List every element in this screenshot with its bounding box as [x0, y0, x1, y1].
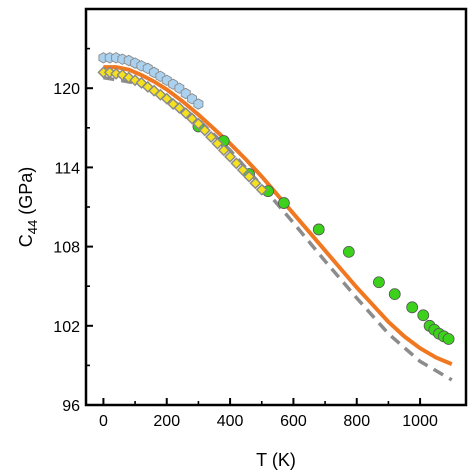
diamond-point [179, 107, 192, 120]
diamond-point [249, 177, 262, 190]
ticks-layer [86, 47, 422, 406]
x-axis-label: T (K) [256, 450, 296, 470]
diamond-point [255, 183, 268, 196]
circle-point [417, 309, 430, 322]
y-axis-label-subscript: 44 [25, 220, 40, 234]
y-tick-label: 120 [53, 81, 80, 98]
diamond-point [211, 137, 224, 150]
x-tick-label: 1000 [402, 413, 438, 430]
circle-point [278, 197, 290, 209]
circle-point [312, 223, 325, 236]
x-tick-label: 0 [99, 413, 108, 430]
circle-point [373, 276, 385, 289]
circle-point [406, 301, 419, 314]
x-tick-label: 400 [217, 413, 244, 430]
y-axis-label-unit: (GPa) [16, 167, 36, 220]
y-tick-label: 108 [53, 240, 80, 257]
diamond-point [236, 164, 249, 176]
tick-labels: 0 200 400 600 800 1000 96 102 108 114 120 [53, 81, 438, 430]
diamond-point [217, 144, 230, 157]
diamond-point [224, 150, 237, 163]
diamond-point [198, 124, 211, 137]
x-tick-label: 200 [153, 413, 180, 430]
y-axis-label: C44 (GPa) [16, 167, 40, 247]
diamond-point [243, 170, 256, 183]
y-tick-label: 114 [54, 160, 80, 177]
diamond-point [160, 92, 173, 105]
x-tick-label: 600 [280, 413, 307, 430]
diamond-point [186, 112, 199, 125]
y-tick-label: 96 [62, 398, 80, 415]
circle-point [388, 288, 401, 301]
circle-point [342, 245, 355, 258]
fit-line [103, 65, 453, 366]
hexagon-point [193, 98, 204, 110]
circle-point [442, 333, 455, 345]
diamond-point [173, 102, 186, 114]
y-axis-label-main: C [16, 234, 36, 247]
series-layer [97, 52, 455, 382]
diamond-point [192, 117, 205, 130]
diamond-point [205, 131, 218, 143]
y-tick-label: 102 [53, 319, 80, 336]
x-tick-label: 800 [343, 413, 370, 430]
diamond-point [230, 157, 243, 170]
